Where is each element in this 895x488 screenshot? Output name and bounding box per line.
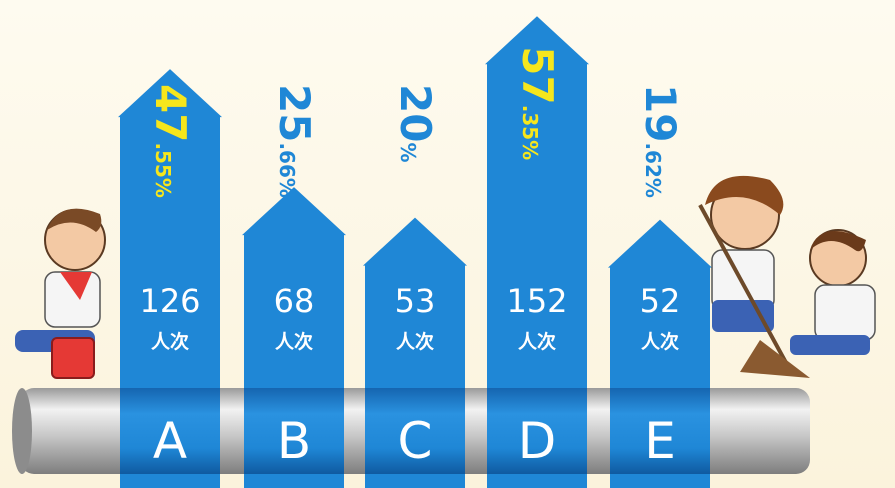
unit-label: 人次 (518, 330, 556, 353)
value-label: 52 (640, 282, 681, 320)
category-label: A (153, 412, 187, 470)
category-label: B (277, 412, 311, 470)
value-label: 152 (506, 282, 567, 320)
unit-label: 人次 (396, 330, 434, 353)
chart: A126人次47.55%B68人次25.66%C53人次20%D152人次57.… (0, 0, 895, 488)
category-label: E (644, 412, 676, 470)
value-label: 68 (274, 282, 315, 320)
value-label: 53 (395, 282, 436, 320)
unit-label: 人次 (641, 330, 679, 353)
unit-label: 人次 (151, 330, 189, 353)
category-label: D (518, 412, 557, 470)
unit-label: 人次 (275, 330, 313, 353)
category-label: C (398, 412, 433, 470)
pipe-end (12, 388, 32, 474)
value-label: 126 (139, 282, 200, 320)
